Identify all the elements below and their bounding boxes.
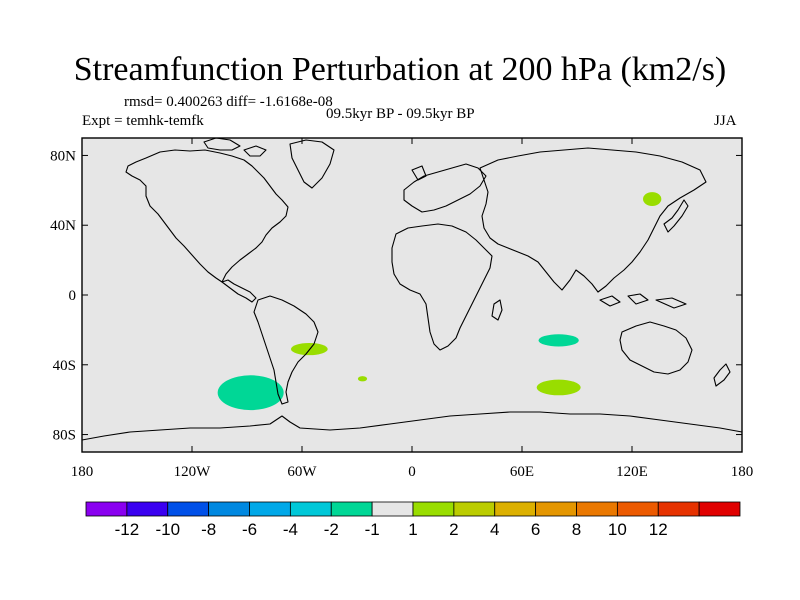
coast-asia bbox=[479, 147, 707, 293]
season-label: JJA bbox=[714, 113, 737, 129]
colorbar-box bbox=[494, 501, 537, 517]
colorbar-label: 10 bbox=[608, 520, 627, 539]
colorbar-box bbox=[453, 501, 496, 517]
colorbar-box bbox=[412, 501, 455, 517]
colorbar-label: -4 bbox=[283, 520, 298, 539]
x-tick-label: 180 bbox=[731, 464, 754, 480]
coast-greenland bbox=[289, 139, 335, 189]
colorbar-label: 8 bbox=[572, 520, 581, 539]
colorbar-box bbox=[208, 501, 250, 517]
coastlines bbox=[81, 137, 743, 441]
anomaly-layer bbox=[217, 192, 662, 411]
colorbar-box bbox=[371, 501, 414, 517]
colorbar-box bbox=[698, 501, 741, 517]
map-background bbox=[82, 138, 742, 452]
colorbar-box bbox=[657, 501, 700, 517]
colorbar-box bbox=[330, 501, 373, 517]
colorbar-label: 6 bbox=[531, 520, 540, 539]
colorbar-box bbox=[85, 501, 128, 517]
y-tick-label: 0 bbox=[69, 288, 77, 304]
anomaly-okhotsk-positive bbox=[643, 192, 662, 207]
coast-north-america bbox=[125, 149, 289, 283]
coast-new-zealand bbox=[713, 363, 731, 387]
anomaly-indian-ocean-negative bbox=[538, 334, 579, 347]
x-tick-label: 60E bbox=[510, 464, 534, 480]
colorbar-label: -10 bbox=[155, 520, 180, 539]
coast-japan bbox=[663, 199, 689, 233]
colorbar-box bbox=[576, 501, 618, 517]
anomaly-south-pacific-negative bbox=[217, 375, 284, 411]
coast-australia bbox=[619, 321, 693, 375]
colorbar-box bbox=[167, 501, 210, 517]
coast-antarctica bbox=[81, 411, 743, 441]
y-tick-label: 80N bbox=[50, 148, 76, 164]
anomaly-southern-indian-positive bbox=[536, 379, 581, 396]
colorbar: -12 -10 -8 -6 -4 -2 -1 1 2 4 6 8 10 12 bbox=[85, 501, 741, 539]
coast-maritime bbox=[599, 293, 687, 309]
colorbar-box bbox=[616, 501, 659, 517]
coast-south-america bbox=[253, 295, 319, 405]
colorbar-box bbox=[535, 501, 577, 517]
x-tick-label: 0 bbox=[408, 464, 416, 480]
y-tick-label: 40S bbox=[53, 358, 76, 374]
coast-madagascar bbox=[491, 299, 503, 321]
chart-title: Streamfunction Perturbation at 200 hPa (… bbox=[73, 51, 727, 88]
colorbar-label: -6 bbox=[242, 520, 257, 539]
colorbar-box bbox=[289, 501, 332, 517]
y-tick-label: 40N bbox=[50, 218, 76, 234]
coast-africa bbox=[391, 223, 493, 351]
colorbar-label: 2 bbox=[449, 520, 458, 539]
x-tick-label: 120E bbox=[616, 464, 648, 480]
period-label: 09.5kyr BP - 09.5kyr BP bbox=[326, 106, 475, 122]
expt-label: Expt = temhk-temfk bbox=[82, 113, 204, 129]
colorbar-label: -12 bbox=[115, 520, 140, 539]
stats-line: rmsd= 0.400263 diff= -1.6168e-08 bbox=[124, 94, 333, 110]
colorbar-label: 12 bbox=[649, 520, 668, 539]
colorbar-label: 1 bbox=[408, 520, 417, 539]
colorbar-label: 4 bbox=[490, 520, 499, 539]
axis-ticks: 180 120W 60W 0 60E 120E 180 80N 40N 0 40S 80S bbox=[50, 138, 753, 480]
colorbar-box bbox=[126, 501, 169, 517]
x-tick-label: 120W bbox=[174, 464, 212, 480]
y-tick-label: 80S bbox=[53, 428, 76, 444]
colorbar-label: -8 bbox=[201, 520, 216, 539]
colorbar-box bbox=[249, 501, 291, 517]
coast-central-america bbox=[221, 279, 257, 303]
anomaly-south-atlantic-positive bbox=[357, 376, 368, 382]
x-tick-label: 180 bbox=[71, 464, 94, 480]
colorbar-label: -2 bbox=[324, 520, 339, 539]
x-tick-label: 60W bbox=[287, 464, 317, 480]
coast-europe bbox=[403, 163, 487, 213]
colorbar-label: -1 bbox=[365, 520, 380, 539]
